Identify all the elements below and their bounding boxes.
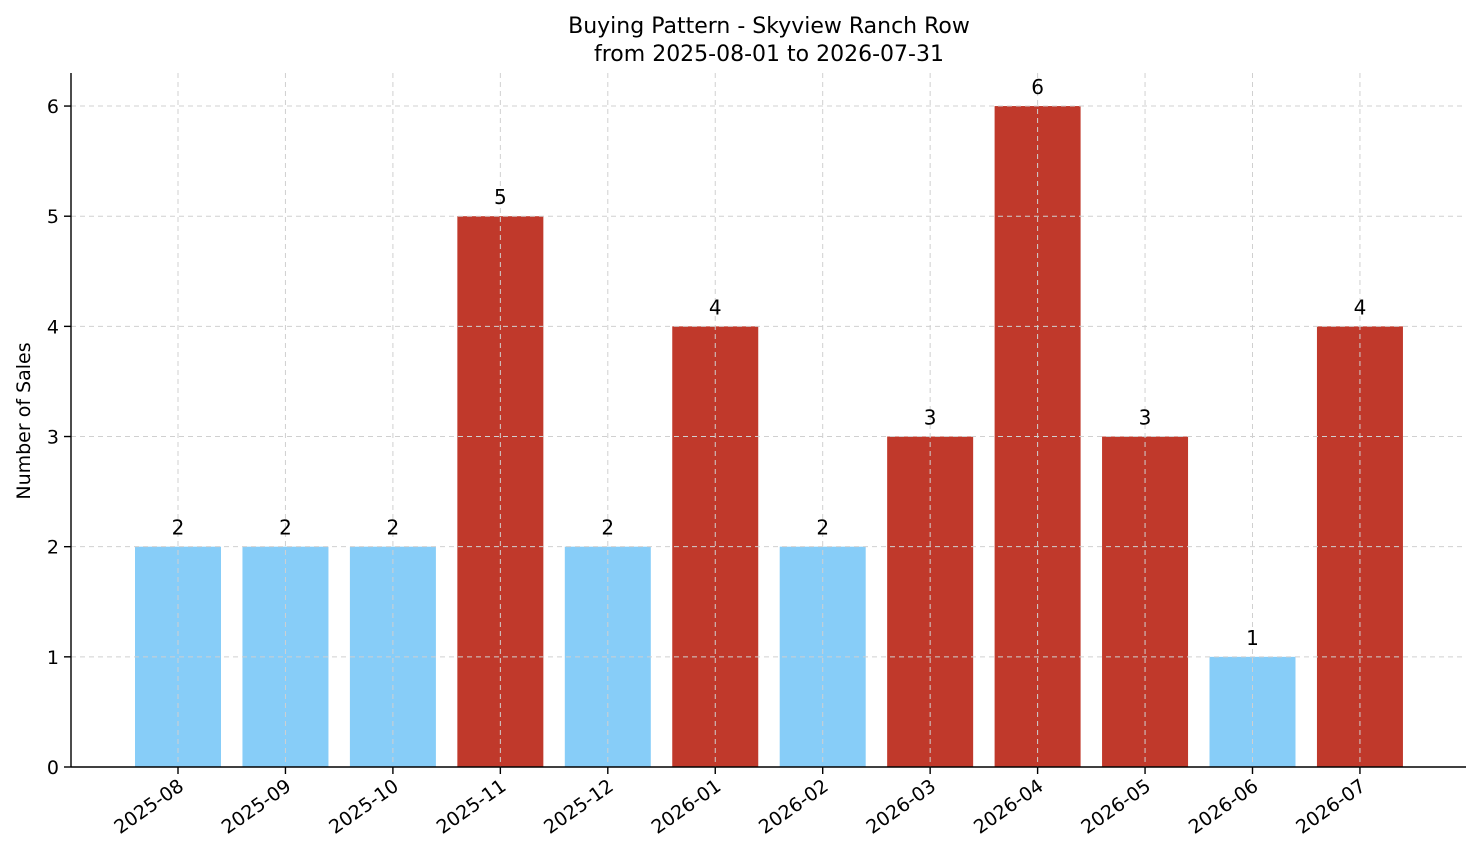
data-label: 3 <box>1139 406 1152 430</box>
y-tick-label: 0 <box>47 757 59 779</box>
x-tick-label: 2025-09 <box>218 775 296 839</box>
y-tick-label: 6 <box>47 96 59 118</box>
data-label: 2 <box>279 516 292 540</box>
x-tick-label: 2026-03 <box>862 775 940 839</box>
data-label: 2 <box>816 516 829 540</box>
y-tick-label: 3 <box>47 427 59 449</box>
data-label-layer: 2 2 2 5 2 4 2 3 6 3 1 4 <box>172 75 1367 650</box>
x-tick-label: 2026-02 <box>755 775 833 839</box>
data-label: 5 <box>494 185 507 209</box>
x-tick-label: 2026-06 <box>1185 775 1263 839</box>
y-axis-label: Number of Sales <box>13 342 35 499</box>
bar <box>887 436 974 767</box>
x-tick-label: 2026-04 <box>970 775 1048 839</box>
data-label: 4 <box>709 295 722 319</box>
grid-layer <box>71 73 1466 767</box>
x-tick-label: 2025-10 <box>325 775 403 839</box>
y-tick-label: 5 <box>47 206 59 228</box>
x-tick-label: 2025-11 <box>433 775 511 839</box>
chart-subtitle: from 2025-08-01 to 2026-07-31 <box>594 42 944 67</box>
x-tick-label: 2025-12 <box>540 775 618 839</box>
y-tick-label: 1 <box>47 647 59 669</box>
data-label: 2 <box>387 516 400 540</box>
x-tick-label: 2026-05 <box>1077 775 1155 839</box>
bar <box>1102 436 1189 767</box>
x-tick-label: 2026-07 <box>1292 775 1370 839</box>
data-label: 4 <box>1354 295 1367 319</box>
data-label: 1 <box>1246 626 1259 650</box>
data-label: 6 <box>1031 75 1044 99</box>
chart-title: Buying Pattern - Skyview Ranch Row <box>568 14 970 39</box>
data-label: 2 <box>172 516 185 540</box>
y-tick-label: 4 <box>47 316 59 338</box>
x-tick-label: 2025-08 <box>110 775 188 839</box>
x-tick-label: 2026-01 <box>647 775 725 839</box>
y-tick-label: 2 <box>47 537 59 559</box>
data-label: 2 <box>601 516 614 540</box>
data-label: 3 <box>924 406 937 430</box>
